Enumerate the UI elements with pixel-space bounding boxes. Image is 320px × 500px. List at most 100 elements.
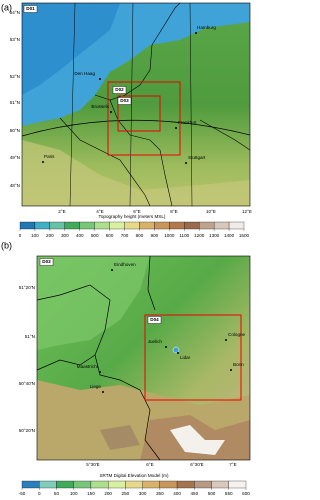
city-label: Frankfurt	[178, 120, 197, 125]
city-label: Juelich	[148, 339, 163, 344]
lat-label: 51°N	[10, 100, 20, 105]
city-marker	[99, 78, 101, 80]
domain-label-box	[39, 258, 54, 266]
colorbar-segment	[109, 221, 125, 230]
city-marker	[110, 111, 112, 113]
domain-label: D01	[26, 6, 35, 11]
colorbar-tick-label: 1000	[164, 233, 175, 238]
colorbar-segment	[159, 480, 178, 489]
colorbar-segment	[228, 221, 245, 230]
domain-label-box	[147, 316, 162, 324]
colorbar-tick-label: 300	[139, 491, 147, 496]
domain-label-box	[23, 5, 38, 13]
domain-label: D03	[42, 259, 51, 264]
panel-label: (a)	[1, 2, 12, 12]
lat-label: 50°40'N	[19, 381, 35, 386]
colorbar-segment	[154, 221, 170, 230]
colorbar-tick-label: 1500	[239, 233, 250, 238]
colorbar-tick-label: 300	[61, 233, 69, 238]
colorbar-tick-label: 600	[242, 491, 250, 496]
colorbar-tick-label: 600	[106, 233, 114, 238]
colorbar-segment	[194, 480, 212, 489]
colorbar-tick-label: 500	[91, 233, 99, 238]
domain-label: D02	[115, 87, 124, 92]
city-label: Maastricht	[77, 364, 99, 369]
colorbar-tick-label: 1100	[179, 233, 189, 238]
city-label: Bonn	[233, 362, 244, 367]
colorbar-segment	[34, 221, 51, 230]
city-marker	[175, 127, 177, 129]
lon-label: 2°E	[58, 209, 65, 214]
lat-label: 53°N	[10, 37, 20, 42]
panel-label: (b)	[1, 240, 12, 250]
colorbar-tick-label: 350	[156, 491, 164, 496]
colorbar-segment	[228, 480, 247, 489]
map-b	[36, 255, 251, 461]
city-label: Cologne	[228, 332, 246, 337]
colorbar-tick-label: 200	[104, 491, 112, 496]
colorbar-tick-label: 250	[122, 491, 130, 496]
lon-label: 6°E	[133, 209, 140, 214]
city-marker	[165, 346, 167, 348]
city-marker	[195, 32, 197, 34]
colorbar-segment	[184, 221, 200, 230]
map-a	[21, 2, 251, 207]
colorbar-tick-label: 200	[46, 233, 54, 238]
colorbar-segment	[21, 480, 40, 489]
city-label: Stuttgart	[188, 155, 206, 160]
colorbar-tick-label: 150	[87, 491, 95, 496]
lon-label: 4°E	[96, 209, 103, 214]
colorbar-title: Topography height (meters MSL)	[99, 214, 166, 219]
domain-label: D04	[150, 317, 159, 322]
colorbar-tick-label: 450	[190, 491, 198, 496]
colorbar-segment	[64, 221, 80, 230]
colorbar-tick-label: 900	[151, 233, 159, 238]
colorbar-tick-label: -50	[19, 491, 26, 496]
city-marker	[185, 162, 187, 164]
city-label: Liege	[90, 384, 102, 389]
colorbar-segment	[39, 480, 57, 489]
city-marker	[42, 161, 44, 163]
lat-label: 51°N	[25, 334, 35, 339]
colorbar-tick-label: 400	[76, 233, 84, 238]
colorbar-segment	[211, 480, 229, 489]
colorbar-segment	[19, 221, 36, 230]
colorbar-tick-label: 1400	[224, 233, 235, 238]
city-marker	[177, 352, 179, 354]
colorbar-tick-label: 1200	[194, 233, 205, 238]
city-label: Den Haag	[74, 71, 95, 76]
city-marker	[225, 339, 227, 341]
colorbar-segment	[169, 221, 185, 230]
lon-label: 5°30'E	[86, 462, 99, 467]
colorbar-tick-label: 800	[136, 233, 144, 238]
city-label: Brussels	[91, 104, 109, 109]
colorbar-tick-label: 1300	[209, 233, 220, 238]
colorbar-segment	[199, 221, 215, 230]
colorbar-segment	[142, 480, 160, 489]
colorbar-tick-label: 50	[54, 491, 60, 496]
colorbar-tick-label: 500	[208, 491, 216, 496]
lon-label: 6°30'E	[190, 462, 203, 467]
city-marker	[102, 391, 104, 393]
colorbar-segment	[56, 480, 74, 489]
lat-label: 52°N	[10, 74, 20, 79]
colorbar-segment	[79, 221, 95, 230]
city-label: Eindhoven	[114, 262, 136, 267]
colorbar-tick-label: 0	[19, 233, 22, 238]
city-marker	[230, 369, 232, 371]
colorbar-title: SRTM Digital Elevation Model (m)	[99, 473, 169, 478]
lat-label: 49°N	[10, 155, 20, 160]
city-label: Hamburg	[197, 25, 216, 30]
lon-label: 6°E	[146, 462, 153, 467]
city-label: Lidar	[180, 355, 191, 360]
lon-label: 10°E	[206, 209, 216, 214]
lon-label: 12°E	[242, 209, 252, 214]
domain-label: D03	[120, 98, 129, 103]
colorbar-segment	[176, 480, 195, 489]
colorbar-segment	[125, 480, 143, 489]
lat-label: 54°N	[10, 10, 20, 15]
lon-label: 8°E	[170, 209, 177, 214]
figure: (a) D01 D02 D03 Hamburg Den Haag Brussels Frank…	[1, 2, 252, 496]
lat-label: 48°N	[10, 183, 20, 188]
lat-label: 51°20'N	[19, 285, 35, 290]
